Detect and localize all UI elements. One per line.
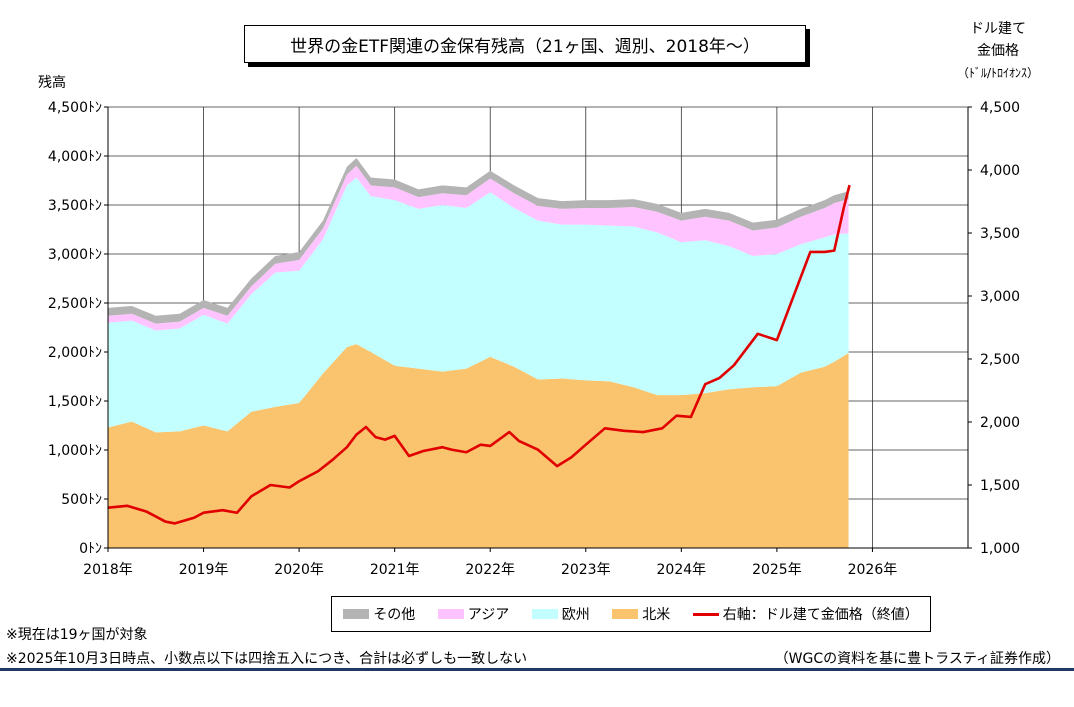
y-right-tick-label: 2,000 [980,415,1020,431]
y-right-label-line2: 金価格 [977,43,1019,59]
y-right-tick-label: 3,500 [980,226,1020,242]
y-right-tick-label: 3,000 [980,289,1020,305]
gold-price-line [107,184,851,525]
legend-swatch-asia [437,609,464,619]
legend-label-europe: 欧州 [561,607,590,623]
legend-item-gold-price: 右軸：ドル建て金価格（終値） [692,604,919,624]
legend-label-gold-price: 右軸：ドル建て金価格（終値） [722,607,919,623]
y-right-tick-label: 1,500 [980,478,1020,494]
legend-item-europe: 欧州 [531,604,590,624]
x-tick-label: 2019年 [179,562,229,578]
y-left-tick-label: 2,000ﾄﾝ [48,345,102,361]
area-series-アジア [108,165,849,331]
y-right-tick-label: 1,000 [980,541,1020,557]
y-left-tick-label: 4,000ﾄﾝ [48,149,102,165]
legend-label-asia: アジア [467,607,510,623]
y-right-unit: （ﾄﾞﾙ/ﾄﾛｲｵﾝｽ） [956,66,1040,80]
y-left-tick-label: 1,500ﾄﾝ [48,394,102,410]
legend-item-others: その他 [343,604,415,624]
stacked-areas [108,157,849,548]
x-tick-label: 2025年 [752,562,802,578]
source-note: （WGCの資料を基に豊トラスティ証券作成） [774,651,1060,667]
x-tick-label: 2021年 [370,562,420,578]
x-tick-label: 2018年 [83,562,133,578]
bottom-rule [0,668,1074,671]
legend-item-north-america: 北米 [612,604,670,624]
area-series-欧州 [108,177,849,433]
legend-swatch-others [343,609,370,619]
x-tick-label: 2024年 [657,562,707,578]
legend-item-asia: アジア [437,604,510,624]
y-right-axis-label: ドル建て 金価格 （ﾄﾞﾙ/ﾄﾛｲｵﾝｽ） [938,18,1058,84]
y-right-tick-label: 4,000 [980,163,1020,179]
y-right-label-line1: ドル建て [970,21,1026,37]
x-tick-label: 2020年 [274,562,324,578]
note-date: ※2025年10月3日時点、小数点以下は四捨五入につき、合計は必ずしも一致しない [6,651,528,667]
chart-title: 世界の金ETF関連の金保有残高（21ヶ国、週別、2018年～） [244,25,806,63]
y-left-tick-label: 3,500ﾄﾝ [48,198,102,214]
y-left-tick-label: 0ﾄﾝ [79,541,102,557]
legend: その他 アジア 欧州 北米 右軸：ドル建て金価格（終値） [331,596,931,632]
gold-price-line-layer [107,184,851,525]
legend-label-north-america: 北米 [642,607,671,623]
axes: 0ﾄﾝ 500ﾄﾝ 1,000ﾄﾝ 1,500ﾄﾝ 2,000ﾄﾝ 2,500ﾄﾝ 3,00… [48,100,1020,578]
x-tick-label: 2022年 [465,562,515,578]
y-left-tick-label: 3,000ﾄﾝ [48,247,102,263]
y-left-tick-label: 2,500ﾄﾝ [48,296,102,312]
legend-swatch-europe [531,609,558,619]
x-tick-label: 2026年 [848,562,898,578]
y-right-tick-label: 2,500 [980,352,1020,368]
y-left-tick-label: 500ﾄﾝ [61,492,102,508]
legend-swatch-north-america [612,609,639,619]
y-left-tick-label: 4,500ﾄﾝ [48,100,102,116]
note-countries: ※現在は19ヶ国が対象 [6,627,148,643]
y-right-tick-label: 4,500 [980,100,1020,116]
y-left-axis-label: 残高 [38,75,66,91]
x-tick-label: 2023年 [561,562,611,578]
legend-swatch-gold-price [692,612,719,616]
y-left-tick-label: 1,000ﾄﾝ [48,443,102,459]
legend-label-others: その他 [373,607,416,623]
